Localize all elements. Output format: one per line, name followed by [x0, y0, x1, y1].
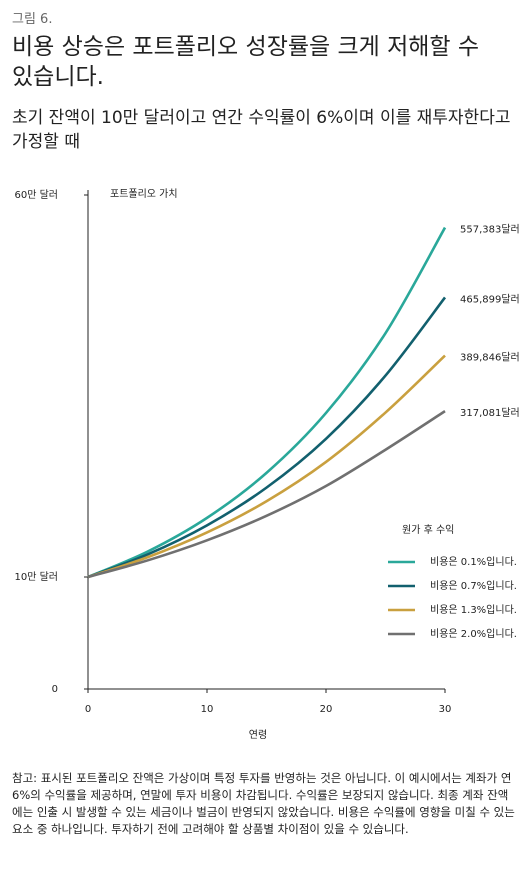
end-label: 389,846달러	[460, 352, 520, 364]
y-tick-label: 0	[52, 684, 58, 695]
legend-label: 비용은 2.0%입니다.	[430, 627, 517, 640]
end-label: 465,899달러	[460, 293, 520, 305]
legend-label: 비용은 0.7%입니다.	[430, 579, 517, 592]
series-line	[87, 226, 447, 579]
subtitle: 초기 잔액이 10만 달러이고 연간 수익률이 6%이며 이를 재투자한다고 가…	[12, 108, 511, 152]
x-tick-label: 20	[320, 704, 333, 715]
legend-label: 비용은 0.1%입니다.	[430, 555, 517, 568]
x-axis-label: 연령	[249, 729, 267, 741]
y-tick-label: 60만 달러	[14, 189, 58, 201]
series-line	[87, 354, 446, 579]
legend-title: 원가 후 수익	[402, 524, 454, 536]
note: 참고: 표시된 포트폴리오 잔액은 가상이며 특정 투자를 반영하는 것은 아닙…	[12, 771, 515, 836]
y-axis-label: 포트폴리오 가치	[110, 188, 178, 200]
x-tick-label: 0	[85, 704, 91, 715]
y-tick-label: 10만 달러	[14, 571, 58, 583]
series-line	[87, 410, 446, 579]
legend-label: 비용은 1.3%입니다.	[430, 603, 517, 616]
chart: 포트폴리오 가치 연령 원가 후 수익 0 10만 달러 60만 달러 0 10 20 30…	[14, 188, 520, 741]
figure-label: 그림 6.	[12, 12, 53, 27]
end-label: 317,081달러	[460, 407, 520, 419]
x-tick-label: 30	[439, 704, 452, 715]
x-tick-label: 10	[201, 704, 214, 715]
series-line	[87, 296, 447, 579]
end-label: 557,383달러	[460, 224, 520, 236]
headline: 비용 상승은 포트폴리오 성장률을 크게 저해할 수 있습니다.	[12, 34, 480, 90]
